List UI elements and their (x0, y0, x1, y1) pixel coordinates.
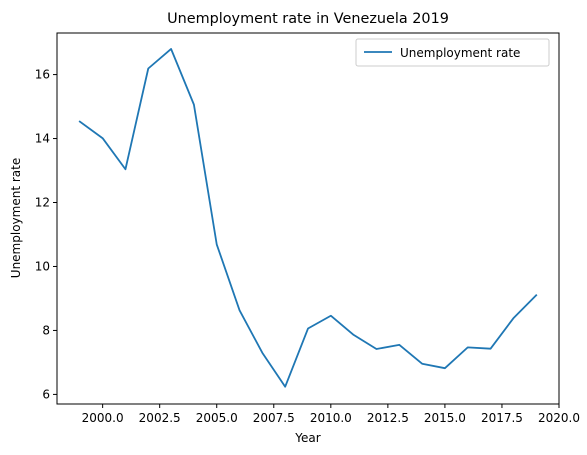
chart-title: Unemployment rate in Venezuela 2019 (167, 11, 449, 27)
y-tick-label: 16 (35, 68, 50, 82)
y-tick-label: 12 (35, 196, 50, 210)
x-tick-label: 2015.0 (424, 411, 466, 425)
x-tick-label: 2007.5 (253, 411, 295, 425)
y-tick-label: 8 (42, 323, 50, 337)
plot-area (56, 32, 560, 405)
x-tick-label: 2000.0 (82, 411, 124, 425)
legend: Unemployment rate (355, 38, 550, 67)
y-axis-label: Unemployment rate (9, 158, 23, 278)
series-line (78, 48, 538, 388)
x-tick-label: 2017.5 (481, 411, 523, 425)
series-layer (78, 48, 538, 388)
y-tick-label: 10 (35, 259, 50, 273)
y-tick-label: 14 (35, 132, 50, 146)
y-tick-label: 6 (42, 387, 50, 401)
y-axis-ticks: 6 8 10 12 14 16 (35, 68, 57, 401)
x-axis-ticks: 2000.0 2002.5 2005.0 2007.5 2010.0 2012.5 2015… (82, 404, 580, 425)
x-tick-label: 2020.0 (538, 411, 580, 425)
x-tick-label: 2005.0 (196, 411, 238, 425)
legend-label: Unemployment rate (400, 46, 520, 60)
legend-box (355, 38, 550, 67)
x-axis-label: Year (294, 431, 320, 445)
x-tick-label: 2010.0 (310, 411, 352, 425)
x-tick-label: 2002.5 (139, 411, 181, 425)
x-tick-label: 2012.5 (367, 411, 409, 425)
